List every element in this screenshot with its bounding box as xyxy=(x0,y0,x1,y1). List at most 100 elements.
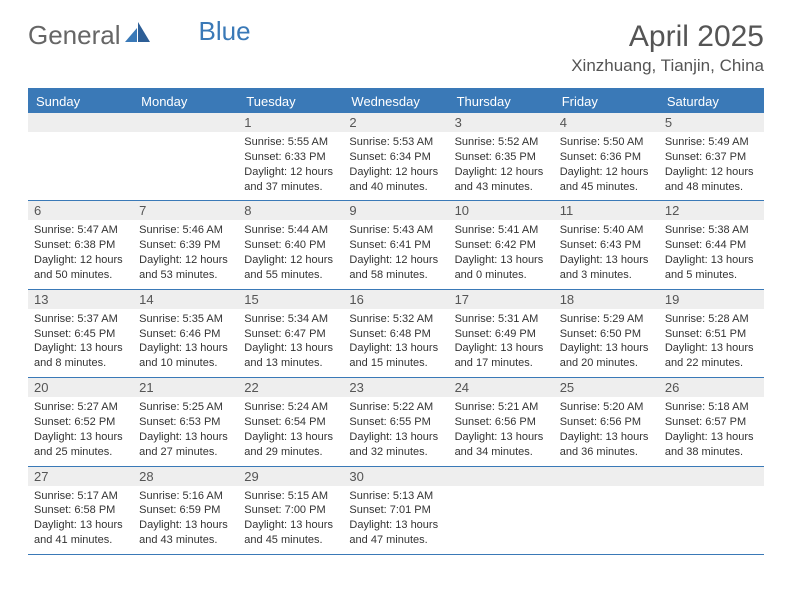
logo-text-general: General xyxy=(28,20,121,51)
day-body: Sunrise: 5:17 AMSunset: 6:58 PMDaylight:… xyxy=(28,486,133,554)
daylight-text: Daylight: 13 hours and 43 minutes. xyxy=(139,518,232,548)
day-number: 15 xyxy=(238,290,343,309)
daylight-text: Daylight: 13 hours and 0 minutes. xyxy=(455,253,548,283)
day-number: 5 xyxy=(659,113,764,132)
day-body: Sunrise: 5:43 AMSunset: 6:41 PMDaylight:… xyxy=(343,220,448,288)
day-number: 21 xyxy=(133,378,238,397)
sunrise-text: Sunrise: 5:50 AM xyxy=(560,135,653,150)
daylight-text: Daylight: 13 hours and 38 minutes. xyxy=(665,430,758,460)
day-body: Sunrise: 5:20 AMSunset: 6:56 PMDaylight:… xyxy=(554,397,659,465)
sunrise-text: Sunrise: 5:41 AM xyxy=(455,223,548,238)
day-cell: 1Sunrise: 5:55 AMSunset: 6:33 PMDaylight… xyxy=(238,113,343,200)
sunrise-text: Sunrise: 5:27 AM xyxy=(34,400,127,415)
sunset-text: Sunset: 6:44 PM xyxy=(665,238,758,253)
daylight-text: Daylight: 13 hours and 41 minutes. xyxy=(34,518,127,548)
day-cell: 26Sunrise: 5:18 AMSunset: 6:57 PMDayligh… xyxy=(659,378,764,465)
day-number: 23 xyxy=(343,378,448,397)
daylight-text: Daylight: 13 hours and 45 minutes. xyxy=(244,518,337,548)
calendar: Sunday Monday Tuesday Wednesday Thursday… xyxy=(28,88,764,555)
week-row: 6Sunrise: 5:47 AMSunset: 6:38 PMDaylight… xyxy=(28,201,764,289)
sunset-text: Sunset: 6:47 PM xyxy=(244,327,337,342)
logo-text-blue: Blue xyxy=(199,16,251,47)
day-number: 16 xyxy=(343,290,448,309)
daylight-text: Daylight: 13 hours and 8 minutes. xyxy=(34,341,127,371)
day-number: 20 xyxy=(28,378,133,397)
daylight-text: Daylight: 13 hours and 15 minutes. xyxy=(349,341,442,371)
sunset-text: Sunset: 6:52 PM xyxy=(34,415,127,430)
sunrise-text: Sunrise: 5:49 AM xyxy=(665,135,758,150)
day-number: 25 xyxy=(554,378,659,397)
day-cell: 19Sunrise: 5:28 AMSunset: 6:51 PMDayligh… xyxy=(659,290,764,377)
sunrise-text: Sunrise: 5:24 AM xyxy=(244,400,337,415)
sunrise-text: Sunrise: 5:29 AM xyxy=(560,312,653,327)
day-cell: 5Sunrise: 5:49 AMSunset: 6:37 PMDaylight… xyxy=(659,113,764,200)
daylight-text: Daylight: 12 hours and 40 minutes. xyxy=(349,165,442,195)
sunrise-text: Sunrise: 5:47 AM xyxy=(34,223,127,238)
day-body: Sunrise: 5:38 AMSunset: 6:44 PMDaylight:… xyxy=(659,220,764,288)
daylight-text: Daylight: 13 hours and 34 minutes. xyxy=(455,430,548,460)
sunrise-text: Sunrise: 5:55 AM xyxy=(244,135,337,150)
day-body: Sunrise: 5:28 AMSunset: 6:51 PMDaylight:… xyxy=(659,309,764,377)
sunset-text: Sunset: 6:40 PM xyxy=(244,238,337,253)
day-number: 7 xyxy=(133,201,238,220)
sunset-text: Sunset: 6:53 PM xyxy=(139,415,232,430)
day-number xyxy=(449,467,554,486)
day-body: Sunrise: 5:49 AMSunset: 6:37 PMDaylight:… xyxy=(659,132,764,200)
sunset-text: Sunset: 6:36 PM xyxy=(560,150,653,165)
day-body: Sunrise: 5:32 AMSunset: 6:48 PMDaylight:… xyxy=(343,309,448,377)
day-number xyxy=(28,113,133,132)
day-number: 28 xyxy=(133,467,238,486)
sunrise-text: Sunrise: 5:37 AM xyxy=(34,312,127,327)
sunset-text: Sunset: 6:39 PM xyxy=(139,238,232,253)
daylight-text: Daylight: 12 hours and 37 minutes. xyxy=(244,165,337,195)
day-cell: 17Sunrise: 5:31 AMSunset: 6:49 PMDayligh… xyxy=(449,290,554,377)
day-cell: 2Sunrise: 5:53 AMSunset: 6:34 PMDaylight… xyxy=(343,113,448,200)
week-row: 1Sunrise: 5:55 AMSunset: 6:33 PMDaylight… xyxy=(28,113,764,201)
day-number: 13 xyxy=(28,290,133,309)
day-number: 19 xyxy=(659,290,764,309)
day-body: Sunrise: 5:46 AMSunset: 6:39 PMDaylight:… xyxy=(133,220,238,288)
weekday-header-row: Sunday Monday Tuesday Wednesday Thursday… xyxy=(28,90,764,113)
day-body: Sunrise: 5:22 AMSunset: 6:55 PMDaylight:… xyxy=(343,397,448,465)
sunrise-text: Sunrise: 5:52 AM xyxy=(455,135,548,150)
weekday-thursday: Thursday xyxy=(449,90,554,113)
sunrise-text: Sunrise: 5:40 AM xyxy=(560,223,653,238)
daylight-text: Daylight: 12 hours and 55 minutes. xyxy=(244,253,337,283)
sunrise-text: Sunrise: 5:25 AM xyxy=(139,400,232,415)
day-body: Sunrise: 5:16 AMSunset: 6:59 PMDaylight:… xyxy=(133,486,238,554)
day-body: Sunrise: 5:52 AMSunset: 6:35 PMDaylight:… xyxy=(449,132,554,200)
day-cell: 25Sunrise: 5:20 AMSunset: 6:56 PMDayligh… xyxy=(554,378,659,465)
daylight-text: Daylight: 12 hours and 43 minutes. xyxy=(455,165,548,195)
day-cell: 28Sunrise: 5:16 AMSunset: 6:59 PMDayligh… xyxy=(133,467,238,554)
day-cell: 23Sunrise: 5:22 AMSunset: 6:55 PMDayligh… xyxy=(343,378,448,465)
day-cell: 13Sunrise: 5:37 AMSunset: 6:45 PMDayligh… xyxy=(28,290,133,377)
sunset-text: Sunset: 6:57 PM xyxy=(665,415,758,430)
day-number xyxy=(133,113,238,132)
day-body: Sunrise: 5:21 AMSunset: 6:56 PMDaylight:… xyxy=(449,397,554,465)
sunrise-text: Sunrise: 5:13 AM xyxy=(349,489,442,504)
day-body: Sunrise: 5:24 AMSunset: 6:54 PMDaylight:… xyxy=(238,397,343,465)
sunrise-text: Sunrise: 5:35 AM xyxy=(139,312,232,327)
sunrise-text: Sunrise: 5:28 AM xyxy=(665,312,758,327)
day-body: Sunrise: 5:18 AMSunset: 6:57 PMDaylight:… xyxy=(659,397,764,465)
day-cell: 8Sunrise: 5:44 AMSunset: 6:40 PMDaylight… xyxy=(238,201,343,288)
daylight-text: Daylight: 12 hours and 53 minutes. xyxy=(139,253,232,283)
sunset-text: Sunset: 6:35 PM xyxy=(455,150,548,165)
sunset-text: Sunset: 6:54 PM xyxy=(244,415,337,430)
day-number: 8 xyxy=(238,201,343,220)
daylight-text: Daylight: 13 hours and 10 minutes. xyxy=(139,341,232,371)
weekday-sunday: Sunday xyxy=(28,90,133,113)
day-number: 22 xyxy=(238,378,343,397)
day-number: 14 xyxy=(133,290,238,309)
sunset-text: Sunset: 6:42 PM xyxy=(455,238,548,253)
week-row: 20 Sunrise: 5:27 AMSunset: 6:52 PM Dayligh… xyxy=(28,378,764,466)
daylight-text: Daylight: 13 hours and 13 minutes. xyxy=(244,341,337,371)
day-number: 6 xyxy=(28,201,133,220)
day-cell: 29Sunrise: 5:15 AMSunset: 7:00 PMDayligh… xyxy=(238,467,343,554)
sunset-text: Sunset: 6:49 PM xyxy=(455,327,548,342)
weekday-monday: Monday xyxy=(133,90,238,113)
daylight-text: Daylight: 13 hours and 5 minutes. xyxy=(665,253,758,283)
day-cell: 6Sunrise: 5:47 AMSunset: 6:38 PMDaylight… xyxy=(28,201,133,288)
sunset-text: Sunset: 6:50 PM xyxy=(560,327,653,342)
day-cell: 16Sunrise: 5:32 AMSunset: 6:48 PMDayligh… xyxy=(343,290,448,377)
